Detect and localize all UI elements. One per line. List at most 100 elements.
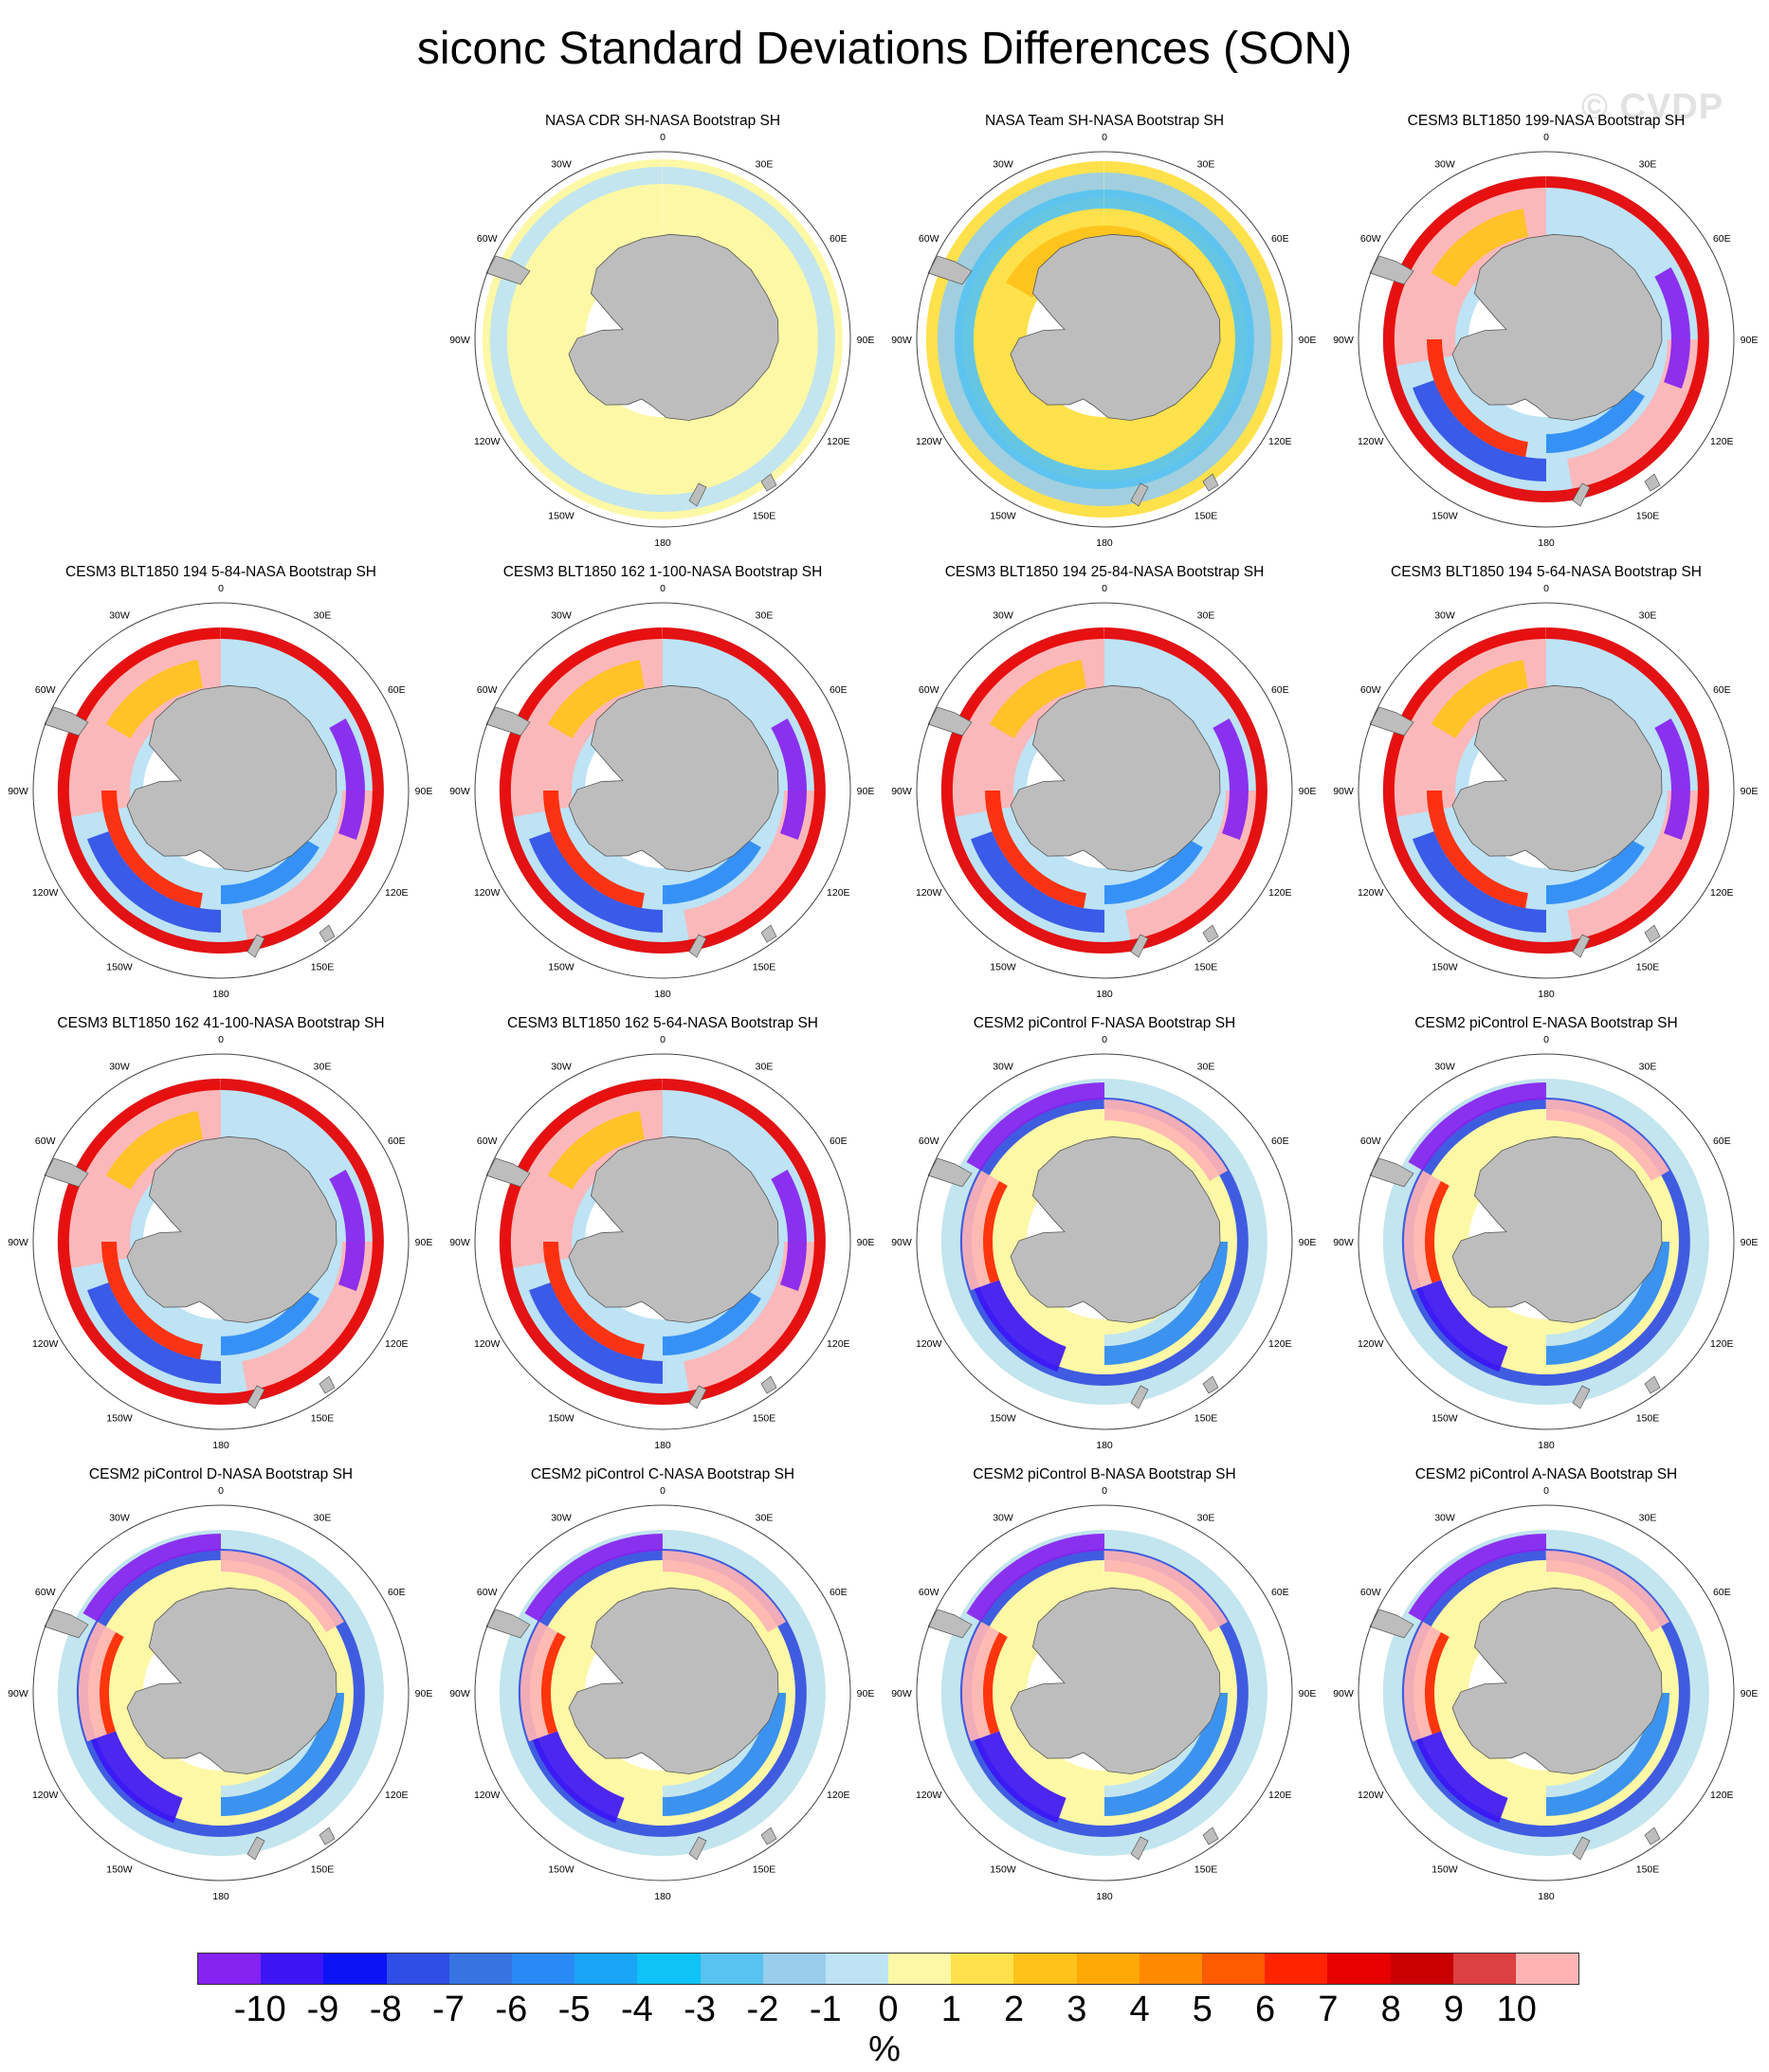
- longitude-label: 0: [1543, 1485, 1549, 1497]
- new-zealand: [1130, 482, 1149, 507]
- longitude-label: 30E: [314, 1062, 332, 1073]
- anomaly-band: [1546, 1551, 1669, 1632]
- anomaly-band: [961, 1171, 1000, 1291]
- anomaly-band: [90, 1731, 183, 1824]
- south-america-tip: [44, 706, 89, 736]
- tasmania: [760, 924, 777, 943]
- colorbar-tick-label: 9: [1443, 1990, 1465, 2029]
- new-zealand: [1130, 1385, 1149, 1409]
- tasmania: [1202, 924, 1219, 943]
- longitude-label: 90W: [8, 786, 28, 797]
- map-boundary: [1358, 151, 1735, 528]
- anomaly-band: [663, 1641, 768, 1797]
- anomaly-band: [99, 1632, 124, 1735]
- anomaly-band: [547, 1111, 645, 1190]
- longitude-label: 60W: [919, 233, 939, 245]
- longitude-label: 60E: [830, 1136, 848, 1147]
- longitude-label: 0: [1102, 1485, 1107, 1497]
- longitude-label: 120E: [385, 887, 409, 899]
- anomaly-band: [771, 718, 807, 840]
- longitude-label: 180: [212, 989, 229, 1000]
- longitude-label: 120W: [916, 436, 942, 447]
- longitude-label: 150E: [753, 1412, 776, 1424]
- anomaly-band: [1104, 1641, 1210, 1797]
- longitude-label: 150E: [1195, 961, 1218, 972]
- longitude-label: 60E: [388, 1136, 406, 1147]
- colorbar-swatch: [198, 1954, 262, 1984]
- longitude-label: 150W: [1432, 1412, 1458, 1424]
- anomaly-band: [1213, 718, 1249, 840]
- new-zealand: [1572, 1836, 1591, 1861]
- colorbar-swatch: [1515, 1954, 1579, 1984]
- longitude-label: 60W: [919, 1136, 939, 1147]
- anomaly-band: [663, 1289, 761, 1355]
- longitude-label: 30E: [756, 1513, 774, 1524]
- tasmania: [760, 1827, 777, 1845]
- map-panel: CESM2 piControl D-NASA Bootstrap SH 0 30E 6…: [0, 1465, 442, 1918]
- longitude-label: 180: [212, 1891, 229, 1902]
- colorbar-tick-label: -5: [557, 1990, 591, 2029]
- longitude-label: 150W: [548, 961, 574, 972]
- longitude-label: 120E: [1710, 887, 1734, 899]
- longitude-label: 60E: [1713, 684, 1731, 696]
- colorbar-tick-label: -2: [746, 1990, 779, 2029]
- longitude-label: 30W: [993, 159, 1013, 171]
- map-boundary: [32, 602, 410, 979]
- longitude-label: 60E: [1713, 233, 1731, 245]
- longitude-label: 150E: [1195, 1412, 1218, 1424]
- longitude-label: 90W: [8, 1237, 28, 1248]
- longitude-label: 120W: [916, 1790, 942, 1801]
- antarctica-landmass: [1010, 684, 1221, 872]
- longitude-label: 60W: [477, 1136, 498, 1147]
- new-zealand: [246, 1385, 265, 1409]
- map-panel: CESM2 piControl A-NASA Bootstrap SH 0 30E 6…: [1325, 1465, 1767, 1918]
- panel-title: CESM3 BLT1850 194 25-84-NASA Bootstrap S…: [944, 564, 1265, 580]
- longitude-label: 150E: [1195, 1863, 1218, 1875]
- tasmania: [319, 1827, 336, 1845]
- map-panel: CESM3 BLT1850 194 5-84-NASA Bootstrap SH…: [0, 563, 442, 1016]
- colorbar-swatch: [700, 1954, 763, 1984]
- map-boundary: [32, 1504, 410, 1881]
- antarctica-landmass: [1451, 684, 1663, 872]
- panel-title: CESM2 piControl C-NASA Bootstrap SH: [530, 1466, 795, 1482]
- longitude-label: 180: [654, 537, 671, 549]
- colorbar-units: %: [868, 2029, 901, 2069]
- longitude-label: 120E: [1268, 1790, 1292, 1801]
- longitude-label: 90E: [1741, 1688, 1759, 1699]
- longitude-label: 180: [1538, 989, 1555, 1000]
- longitude-label: 120W: [916, 887, 942, 899]
- longitude-label: 30W: [551, 610, 572, 622]
- longitude-label: 30E: [1197, 1513, 1215, 1524]
- new-zealand: [688, 482, 707, 507]
- longitude-label: 30E: [756, 159, 774, 171]
- polar-map: 0 30E 60E 90E 120E 150E 180 150W 120W 90W 60W 30W: [1333, 1485, 1759, 1902]
- longitude-label: 30W: [551, 1062, 572, 1073]
- anomaly-band: [1546, 1641, 1651, 1797]
- longitude-label: 180: [1538, 1440, 1555, 1451]
- longitude-label: 90W: [449, 335, 470, 346]
- longitude-label: 180: [1096, 1440, 1113, 1451]
- longitude-label: 150E: [1195, 510, 1218, 521]
- anomaly-band: [1104, 1190, 1210, 1346]
- panel-title: CESM2 piControl E-NASA Bootstrap SH: [1414, 1015, 1678, 1031]
- longitude-label: 0: [660, 1034, 666, 1045]
- longitude-label: 60E: [1713, 1587, 1731, 1598]
- south-america-tip: [485, 1157, 531, 1188]
- longitude-label: 30W: [551, 1513, 572, 1524]
- colorbar-tick-label: -9: [306, 1990, 339, 2029]
- anomaly-band: [78, 1622, 117, 1742]
- longitude-label: 150E: [1636, 1412, 1660, 1424]
- polar-map: 0 30E 60E 90E 120E 150E 180 150W 120W 90W 60W 30W: [891, 583, 1317, 1000]
- map-boundary: [474, 151, 851, 528]
- polar-map: 0 30E 60E 90E 120E 150E 180 150W 120W 90W 60W 30W: [1333, 1034, 1758, 1451]
- tasmania: [1644, 1827, 1661, 1845]
- anomaly-band: [1403, 1171, 1442, 1291]
- longitude-label: 0: [218, 1034, 224, 1045]
- anomaly-band: [1654, 718, 1690, 840]
- longitude-label: 90E: [1299, 786, 1317, 797]
- map-panel: CESM3 BLT1850 194 5-64-NASA Bootstrap SH…: [1325, 563, 1767, 1016]
- longitude-label: 150E: [311, 1412, 335, 1424]
- anomaly-band: [105, 660, 203, 738]
- colorbar-tick-label: 7: [1318, 1990, 1339, 2029]
- longitude-label: 60W: [919, 1587, 939, 1598]
